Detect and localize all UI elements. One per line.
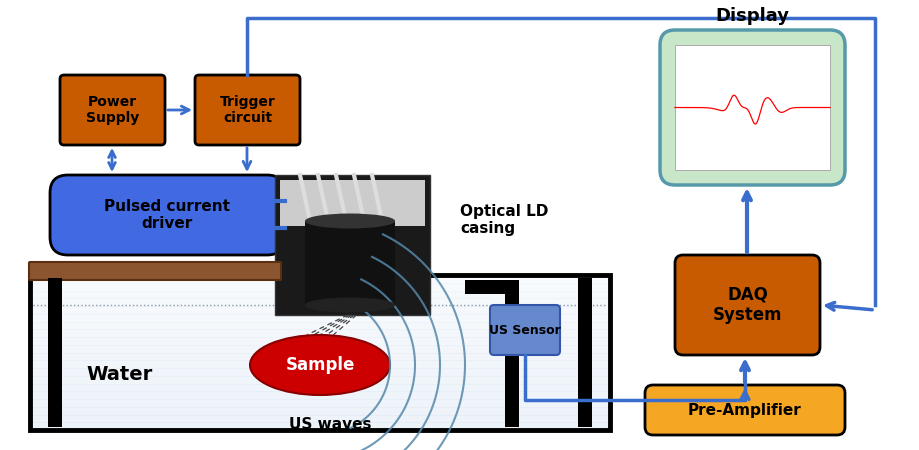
Bar: [32, 399, 607, 408]
Ellipse shape: [250, 335, 390, 395]
Ellipse shape: [305, 213, 394, 229]
Bar: [32, 391, 607, 400]
Bar: [32, 291, 607, 299]
Bar: [464, 280, 518, 294]
Bar: [32, 298, 607, 307]
FancyBboxPatch shape: [29, 262, 280, 280]
Bar: [48, 278, 62, 427]
Bar: [32, 383, 607, 392]
Bar: [32, 345, 607, 354]
Bar: [32, 329, 607, 338]
Bar: [32, 283, 607, 292]
Text: Pulsed current
driver: Pulsed current driver: [105, 199, 231, 231]
Text: Power
Supply: Power Supply: [85, 95, 139, 125]
Bar: [675, 45, 829, 170]
Text: DAQ
System: DAQ System: [712, 286, 781, 324]
Ellipse shape: [305, 297, 394, 312]
Bar: [32, 360, 607, 369]
FancyBboxPatch shape: [60, 75, 165, 145]
FancyBboxPatch shape: [195, 75, 300, 145]
FancyBboxPatch shape: [659, 30, 844, 185]
Bar: [32, 352, 607, 361]
FancyBboxPatch shape: [675, 255, 819, 355]
Text: US Sensor: US Sensor: [489, 324, 561, 337]
Text: Optical LD
casing: Optical LD casing: [460, 204, 548, 236]
Bar: [505, 280, 518, 427]
Bar: [305, 221, 394, 304]
Bar: [32, 422, 607, 431]
FancyBboxPatch shape: [50, 175, 285, 255]
Bar: [577, 278, 591, 427]
Text: US waves: US waves: [289, 417, 371, 432]
Bar: [279, 180, 425, 226]
Text: Display: Display: [715, 7, 789, 25]
Text: Water: Water: [86, 365, 153, 384]
Text: Trigger
circuit: Trigger circuit: [220, 95, 275, 125]
Bar: [32, 376, 607, 384]
Bar: [32, 368, 607, 377]
Bar: [30, 275, 609, 430]
Bar: [32, 407, 607, 415]
FancyBboxPatch shape: [644, 385, 844, 435]
Bar: [32, 275, 607, 284]
Text: Pre-Amplifier: Pre-Amplifier: [687, 402, 801, 418]
Text: Sample: Sample: [285, 356, 355, 374]
Bar: [32, 306, 607, 315]
Bar: [32, 337, 607, 346]
Bar: [32, 321, 607, 330]
FancyBboxPatch shape: [490, 305, 560, 355]
Bar: [32, 414, 607, 423]
Bar: [32, 314, 607, 323]
Bar: [275, 175, 429, 315]
